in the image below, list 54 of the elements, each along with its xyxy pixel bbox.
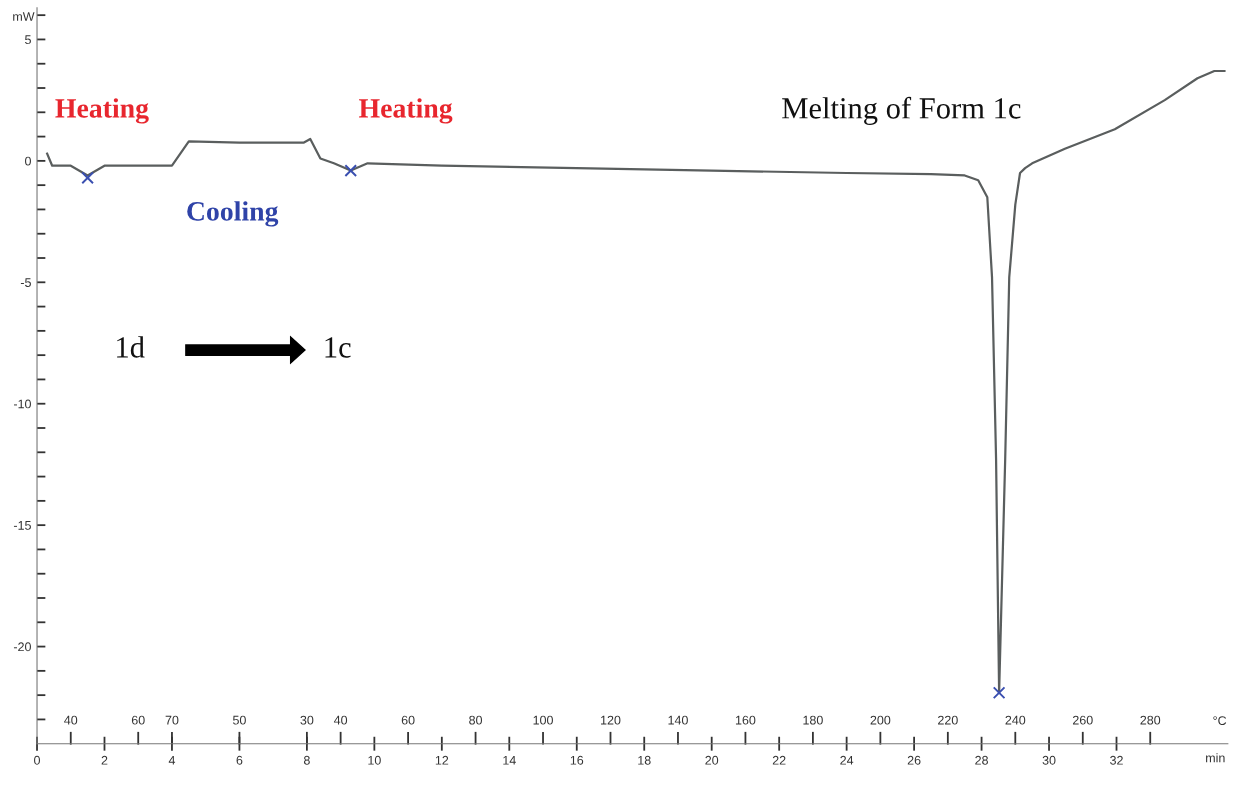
y-tick-label: -20 bbox=[13, 642, 31, 652]
annotation: 120 bbox=[601, 715, 621, 725]
annotation: 180 bbox=[803, 715, 823, 725]
x-tick-label: 0 bbox=[34, 755, 41, 765]
annotation: Heating bbox=[359, 98, 453, 124]
line-series bbox=[46, 69, 1226, 694]
x-tick-label: 12 bbox=[435, 755, 449, 765]
y-tick-label: -10 bbox=[13, 399, 31, 409]
annotation: 140 bbox=[668, 715, 688, 725]
annotation: 160 bbox=[735, 715, 756, 725]
x-tick-label: 2 bbox=[101, 755, 108, 765]
annotation: 200 bbox=[870, 715, 891, 725]
annotation: 40 bbox=[333, 715, 348, 725]
x-tick-label: 30 bbox=[1042, 755, 1056, 765]
annotation: °C bbox=[1213, 716, 1227, 726]
annotation: Heating bbox=[55, 98, 149, 124]
point bbox=[81, 171, 94, 185]
annotation: 60 bbox=[131, 715, 145, 725]
annotation: 40 bbox=[64, 715, 78, 725]
point bbox=[992, 686, 1006, 700]
x-tick-label: 4 bbox=[168, 755, 176, 765]
y-tick-label: 5 bbox=[25, 35, 31, 45]
annotation: 220 bbox=[938, 715, 958, 725]
annotation: 1c bbox=[325, 337, 351, 358]
x-tick-label: 32 bbox=[1110, 755, 1123, 765]
x-tick-label: 16 bbox=[570, 755, 584, 765]
annotation: 30 bbox=[300, 715, 314, 725]
annotation: 280 bbox=[1140, 715, 1161, 725]
annotation: Cooling bbox=[187, 201, 279, 227]
x-tick-label: 22 bbox=[772, 755, 786, 765]
x-tick-label: 28 bbox=[975, 755, 988, 765]
annotation: 100 bbox=[533, 715, 553, 725]
x-tick-label: 20 bbox=[705, 755, 719, 765]
annotation: 260 bbox=[1072, 715, 1093, 725]
y-tick-label: 0 bbox=[25, 156, 31, 166]
annotation: 80 bbox=[469, 715, 483, 725]
x-tick-label: 14 bbox=[503, 755, 516, 765]
annotation: 240 bbox=[1005, 715, 1026, 725]
x-tick-label: 8 bbox=[303, 755, 310, 765]
x-tick-label: 10 bbox=[368, 755, 381, 765]
annotation: Melting of Form 1c bbox=[782, 96, 1021, 125]
y-tick-label: -5 bbox=[20, 278, 31, 287]
y-axis-title: mW bbox=[13, 12, 35, 21]
annotation: 50 bbox=[232, 715, 246, 725]
annotation: 1d bbox=[117, 336, 145, 358]
annotation: 60 bbox=[401, 715, 415, 725]
x-tick-label: 26 bbox=[907, 755, 921, 765]
point bbox=[344, 164, 358, 177]
x-tick-label: 18 bbox=[638, 755, 651, 765]
y-tick-label: -15 bbox=[13, 521, 31, 530]
annotation: 70 bbox=[165, 715, 179, 725]
x-axis-title: min bbox=[1206, 753, 1225, 763]
x-tick-label: 24 bbox=[840, 755, 854, 765]
x-tick-label: 6 bbox=[236, 755, 243, 765]
